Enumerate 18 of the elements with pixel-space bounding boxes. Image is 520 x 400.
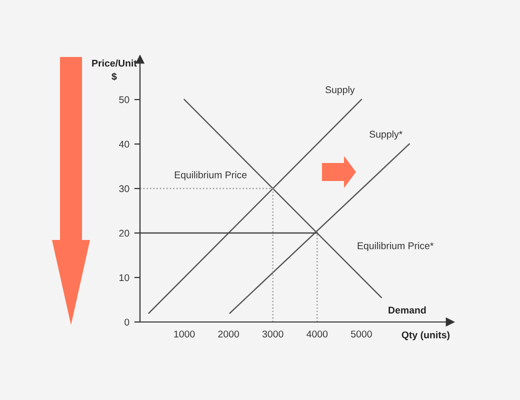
series-label: Supply [326, 86, 355, 96]
x-tick-label: 4000 [306, 330, 328, 338]
x-tick-label: 3000 [262, 330, 284, 338]
y-tick-label: 50 [119, 96, 130, 104]
series-label: Demand [388, 306, 426, 314]
series-label: Supply* [370, 130, 402, 140]
annotation: Equilibrium Price [174, 171, 247, 180]
y-tick-label: 40 [118, 140, 130, 148]
y-tick-label: 0 [124, 318, 130, 326]
annotation: Equilibrium Price* [358, 242, 434, 252]
y-tick-label: 30 [119, 185, 130, 192]
y-tick-label: 20 [119, 230, 130, 237]
x-tick-label: 1000 [174, 330, 195, 338]
x-tick-label: 2000 [218, 330, 240, 338]
y-axis-title: Price/Unit $ [92, 60, 137, 81]
x-tick-label: 5000 [351, 330, 372, 338]
x-axis-title: Qty (units) [402, 331, 450, 340]
y-tick-label: 10 [120, 274, 130, 282]
